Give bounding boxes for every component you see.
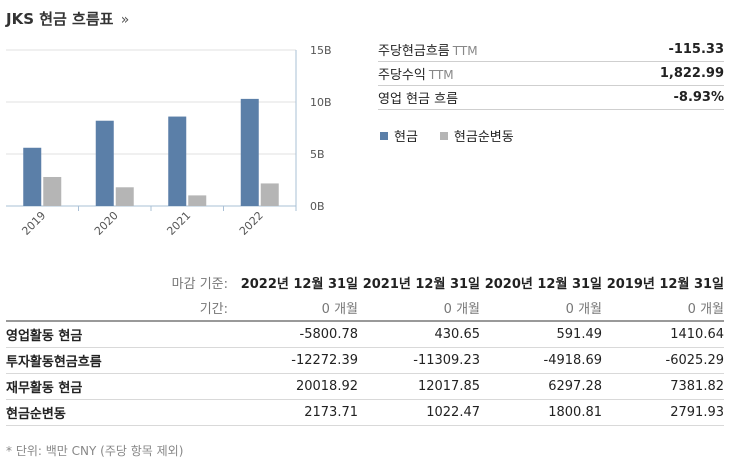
row-label: 현금순변동 xyxy=(6,399,236,426)
column-header: 2019년 12월 31일 xyxy=(606,277,724,292)
column-header: 2022년 12월 31일 xyxy=(240,277,358,292)
column-header: 2020년 12월 31일 xyxy=(484,277,602,292)
more-link[interactable]: » xyxy=(120,12,130,28)
cell-value: -6025.29 xyxy=(602,347,724,374)
footnote: * 단위: 백만 CNY (주당 항목 제외) xyxy=(6,444,184,458)
period-end-label: 마감 기준: xyxy=(171,277,228,292)
cell-value: 7381.82 xyxy=(602,373,724,400)
stat-label: 영업 현금 흐름 xyxy=(378,92,459,107)
bar-cash xyxy=(240,98,259,206)
stat-row: 주당수익 TTM 1,822.99 xyxy=(378,62,724,86)
legend-swatch-net-change xyxy=(439,131,448,140)
stat-value: -8.93% xyxy=(673,90,725,105)
legend-label: 현금순변동 xyxy=(453,130,514,145)
bar-net-change xyxy=(115,187,134,206)
stat-value: 1,822.99 xyxy=(659,66,724,81)
chart-legend: 현금 현금순변동 xyxy=(380,126,514,145)
cell-value: 20018.92 xyxy=(236,373,358,400)
stat-sub: TTM xyxy=(452,44,478,58)
table-row: 투자활동현금흐름 -12272.39 -11309.23 -4918.69 -6… xyxy=(6,347,724,374)
period-value: 0 개월 xyxy=(480,295,602,322)
table-period-row: 기간: 0 개월 0 개월 0 개월 0 개월 xyxy=(6,295,724,322)
x-tick-label: 2021 xyxy=(164,209,193,238)
period-value: 0 개월 xyxy=(602,295,724,322)
stats-table: 주당현금흐름 TTM -115.33 주당수익 TTM 1,822.99 영업 현금… xyxy=(378,38,724,110)
cell-value: 12017.85 xyxy=(358,373,480,400)
stat-row: 주당현금흐름 TTM -115.33 xyxy=(378,38,724,62)
cell-value: -4918.69 xyxy=(480,347,602,374)
cell-value: 430.65 xyxy=(358,321,480,348)
cash-flow-chart: 15B 10B 5B 0B 2019 2020 2021 2022 xyxy=(6,44,332,238)
row-label: 투자활동현금흐름 xyxy=(6,347,236,374)
cell-value: 2173.71 xyxy=(236,399,358,426)
table-header-row: 마감 기준: 2022년 12월 31일 2021년 12월 31일 2020년… xyxy=(6,270,724,295)
cell-value: 1800.81 xyxy=(480,399,602,426)
x-tick-label: 2020 xyxy=(92,209,121,238)
period-label: 기간: xyxy=(6,295,236,322)
legend-item-cash[interactable]: 현금 xyxy=(380,126,418,145)
cell-value: 1410.64 xyxy=(602,321,724,348)
legend-swatch-cash xyxy=(380,131,388,140)
cell-value: 591.49 xyxy=(480,321,602,348)
cell-value: 2791.93 xyxy=(602,399,724,426)
bar-cash xyxy=(95,120,114,206)
row-label: 재무활동 현금 xyxy=(6,373,236,400)
stat-label: 주당현금흐름 xyxy=(378,44,450,59)
y-tick-label: 0B xyxy=(310,200,325,213)
legend-label: 현금 xyxy=(394,130,418,145)
stat-value: -115.33 xyxy=(668,42,724,57)
y-tick-label: 10B xyxy=(310,96,332,109)
bar-net-change xyxy=(260,183,279,206)
cash-flow-table: 마감 기준: 2022년 12월 31일 2021년 12월 31일 2020년… xyxy=(6,270,724,426)
cell-value: 6297.28 xyxy=(480,373,602,400)
row-label: 영업활동 현금 xyxy=(6,321,236,348)
stat-sub: TTM xyxy=(428,68,454,82)
legend-item-net-change[interactable]: 현금순변동 xyxy=(439,126,514,145)
cell-value: -12272.39 xyxy=(236,347,358,374)
y-tick-label: 5B xyxy=(310,148,325,161)
y-tick-label: 15B xyxy=(310,44,332,57)
stat-row: 영업 현금 흐름 -8.93% xyxy=(378,86,724,110)
x-tick-label: 2022 xyxy=(237,209,266,238)
bar-net-change xyxy=(43,176,62,206)
bar-cash xyxy=(23,147,42,206)
cell-value: -11309.23 xyxy=(358,347,480,374)
period-value: 0 개월 xyxy=(358,295,480,322)
page-title: JKS 현금 흐름표 » xyxy=(6,8,129,29)
bar-cash xyxy=(168,116,187,206)
table-row: 현금순변동 2173.71 1022.47 1800.81 2791.93 xyxy=(6,399,724,426)
column-header: 2021년 12월 31일 xyxy=(362,277,480,292)
period-value: 0 개월 xyxy=(236,295,358,322)
table-row: 재무활동 현금 20018.92 12017.85 6297.28 7381.8… xyxy=(6,373,724,400)
bar-net-change xyxy=(188,195,207,206)
x-tick-label: 2019 xyxy=(19,209,48,238)
cell-value: 1022.47 xyxy=(358,399,480,426)
stat-label: 주당수익 xyxy=(378,68,426,83)
page-title-text: JKS 현금 흐름표 xyxy=(6,10,114,28)
cell-value: -5800.78 xyxy=(236,321,358,348)
table-row: 영업활동 현금 -5800.78 430.65 591.49 1410.64 xyxy=(6,321,724,348)
